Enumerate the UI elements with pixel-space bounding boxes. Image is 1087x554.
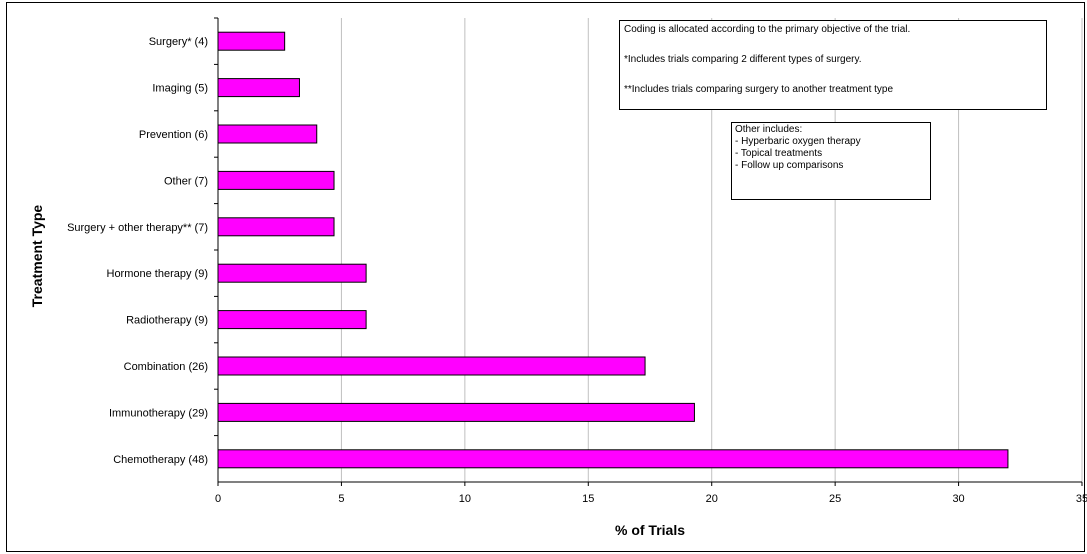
x-tick-label: 20 bbox=[706, 493, 718, 505]
other-includes-box: Other includes: - Hyperbaric oxygen ther… bbox=[731, 122, 931, 200]
other-note-line: Other includes: bbox=[735, 124, 803, 135]
category-label: Combination (26) bbox=[124, 361, 208, 373]
category-labels: Surgery* (4) Imaging (5) Prevention (6) Oth… bbox=[67, 17, 218, 466]
category-label: Surgery + other therapy** (7) bbox=[67, 222, 208, 234]
other-note-line: - Follow up comparisons bbox=[735, 160, 844, 171]
x-tick-label: 0 bbox=[215, 493, 221, 505]
bar bbox=[217, 78, 300, 98]
coding-note-line: *Includes trials comparing 2 different t… bbox=[624, 54, 862, 65]
x-tick-label: 35 bbox=[1076, 493, 1087, 505]
bar bbox=[217, 170, 335, 190]
coding-note-line: **Includes trials comparing surgery to a… bbox=[624, 84, 894, 95]
x-tick-label: 15 bbox=[582, 493, 594, 505]
category-label: Radiotherapy (9) bbox=[126, 315, 208, 327]
bar bbox=[217, 124, 318, 144]
coding-note-line: Coding is allocated according to the pri… bbox=[624, 24, 911, 35]
x-tick-labels: 0 5 10 15 20 25 30 35 bbox=[215, 482, 1087, 505]
bar bbox=[217, 310, 367, 330]
category-label: Immunotherapy (29) bbox=[109, 407, 208, 419]
category-label: Imaging (5) bbox=[152, 83, 208, 95]
category-label: Chemotherapy (48) bbox=[113, 454, 208, 466]
bar bbox=[217, 449, 1009, 469]
x-tick-label: 30 bbox=[952, 493, 964, 505]
other-note-line: - Topical treatments bbox=[735, 148, 823, 159]
bar bbox=[217, 217, 335, 237]
category-label: Surgery* (4) bbox=[149, 36, 208, 48]
other-note-line: - Hyperbaric oxygen therapy bbox=[735, 136, 861, 147]
bar bbox=[217, 356, 646, 376]
bars bbox=[217, 31, 1009, 469]
category-label: Hormone therapy (9) bbox=[107, 268, 209, 280]
x-axis-title: % of Trials bbox=[615, 522, 685, 538]
bar bbox=[217, 402, 695, 422]
category-label: Other (7) bbox=[164, 175, 208, 187]
bar bbox=[217, 263, 367, 283]
coding-note-box: Coding is allocated according to the pri… bbox=[619, 20, 1047, 110]
x-tick-label: 10 bbox=[459, 493, 471, 505]
x-tick-label: 5 bbox=[338, 493, 344, 505]
y-axis-title: Treatment Type bbox=[29, 205, 45, 308]
bar bbox=[217, 31, 286, 51]
x-tick-label: 25 bbox=[829, 493, 841, 505]
category-label: Prevention (6) bbox=[139, 129, 208, 141]
